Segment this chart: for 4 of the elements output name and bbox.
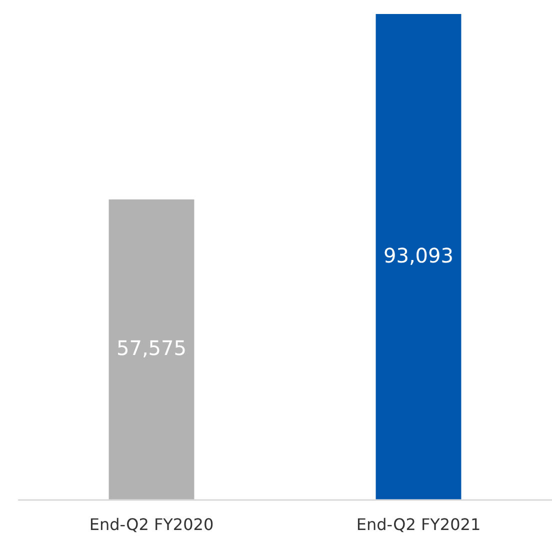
data-label: 57,575	[116, 336, 186, 360]
data-label: 93,093	[384, 243, 454, 268]
x-tick-label: End-Q2 FY2020	[89, 515, 214, 534]
x-tick-label: End-Q2 FY2021	[356, 515, 481, 534]
